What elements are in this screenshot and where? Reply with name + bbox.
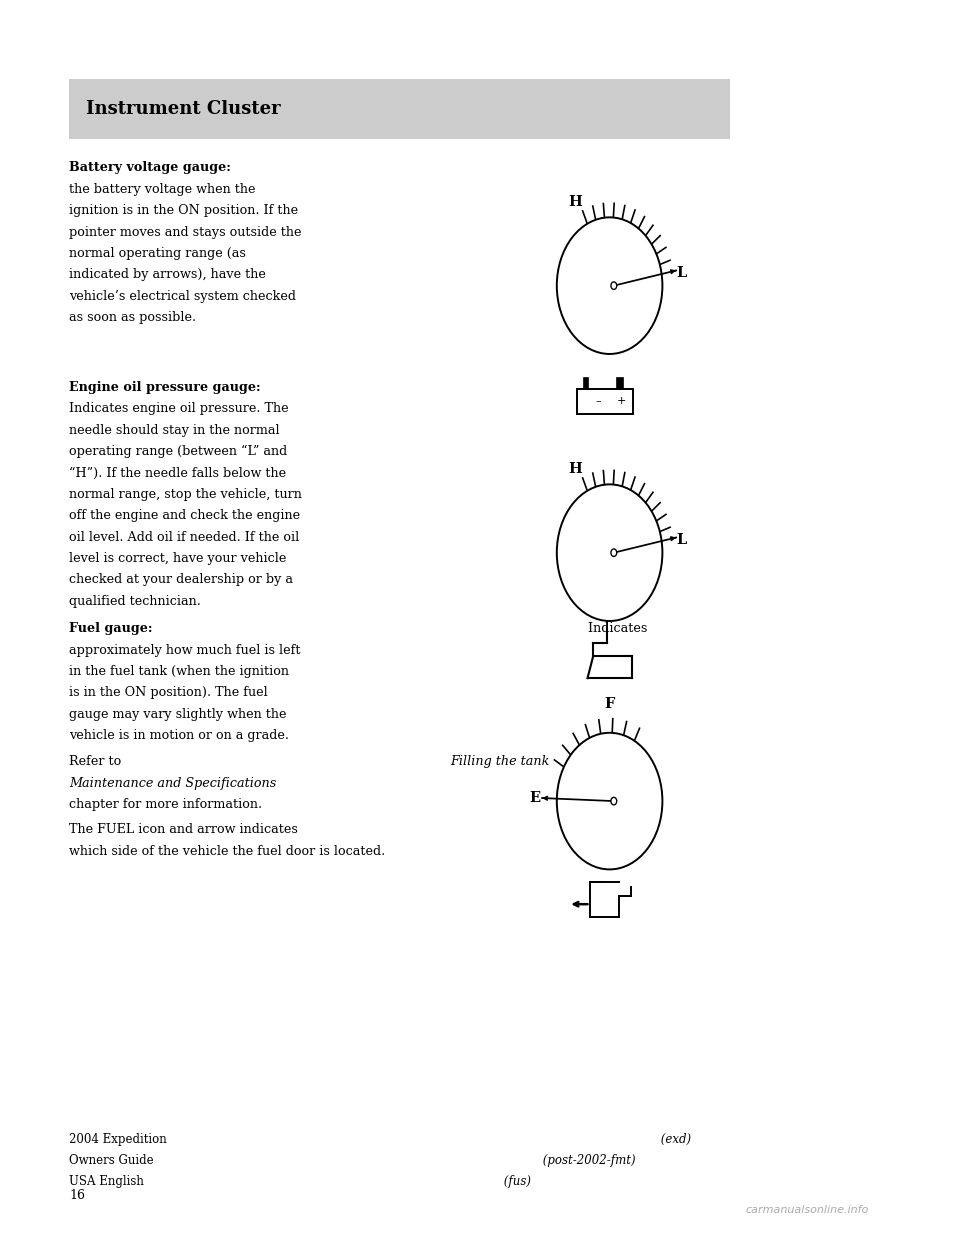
Text: indicated by arrows), have the: indicated by arrows), have the — [69, 268, 266, 281]
Bar — [584, 378, 588, 389]
Text: in the fuel tank (when the ignition: in the fuel tank (when the ignition — [69, 664, 289, 678]
Text: gauge may vary slightly when the: gauge may vary slightly when the — [69, 708, 287, 720]
Text: The FUEL icon and arrow indicates: The FUEL icon and arrow indicates — [69, 823, 298, 836]
Text: –: – — [595, 396, 601, 406]
Bar — [577, 389, 633, 414]
Text: needle should stay in the normal: needle should stay in the normal — [69, 424, 279, 437]
Text: Filling the tank: Filling the tank — [450, 755, 550, 769]
Text: H: H — [568, 195, 583, 210]
Text: Indicates: Indicates — [584, 622, 647, 635]
Text: vehicle is in motion or on a grade.: vehicle is in motion or on a grade. — [69, 729, 289, 741]
Text: ignition is in the ON position. If the: ignition is in the ON position. If the — [69, 204, 299, 217]
Text: (exd): (exd) — [657, 1133, 691, 1145]
Text: the battery voltage when the: the battery voltage when the — [69, 183, 255, 196]
Text: Maintenance and Specifications: Maintenance and Specifications — [69, 776, 276, 790]
Text: USA English: USA English — [69, 1175, 144, 1189]
Text: L: L — [677, 533, 686, 546]
Circle shape — [611, 282, 616, 289]
Bar — [69, 79, 730, 139]
Text: Owners Guide: Owners Guide — [69, 1154, 154, 1167]
Text: qualified technician.: qualified technician. — [69, 595, 201, 607]
Text: 16: 16 — [69, 1189, 85, 1201]
Text: oil level. Add oil if needed. If the oil: oil level. Add oil if needed. If the oil — [69, 530, 300, 544]
Text: E: E — [529, 791, 540, 805]
Text: H: H — [568, 462, 583, 477]
Text: F: F — [605, 697, 614, 712]
Text: 2004 Expedition: 2004 Expedition — [69, 1133, 167, 1145]
Text: pointer moves and stays outside the: pointer moves and stays outside the — [69, 226, 301, 238]
Circle shape — [557, 217, 662, 354]
Circle shape — [557, 733, 662, 869]
Bar — [617, 378, 623, 389]
Text: Fuel gauge:: Fuel gauge: — [69, 622, 153, 635]
Text: Refer to: Refer to — [69, 755, 126, 769]
Text: L: L — [677, 266, 686, 279]
Text: normal range, stop the vehicle, turn: normal range, stop the vehicle, turn — [69, 488, 302, 501]
Text: off the engine and check the engine: off the engine and check the engine — [69, 509, 300, 522]
Text: normal operating range (as: normal operating range (as — [69, 247, 246, 260]
Text: checked at your dealership or by a: checked at your dealership or by a — [69, 574, 293, 586]
Text: approximately how much fuel is left: approximately how much fuel is left — [69, 643, 300, 657]
Circle shape — [557, 484, 662, 621]
Text: Engine oil pressure gauge:: Engine oil pressure gauge: — [69, 381, 261, 394]
Text: which side of the vehicle the fuel door is located.: which side of the vehicle the fuel door … — [69, 845, 385, 857]
Text: operating range (between “L” and: operating range (between “L” and — [69, 445, 287, 458]
Text: vehicle’s electrical system checked: vehicle’s electrical system checked — [69, 289, 296, 303]
Text: +: + — [617, 396, 626, 406]
Text: is in the ON position). The fuel: is in the ON position). The fuel — [69, 687, 268, 699]
Text: Battery voltage gauge:: Battery voltage gauge: — [69, 161, 231, 174]
Text: as soon as possible.: as soon as possible. — [69, 310, 196, 324]
Circle shape — [611, 797, 616, 805]
Circle shape — [611, 549, 616, 556]
Text: “H”). If the needle falls below the: “H”). If the needle falls below the — [69, 467, 286, 479]
Text: (post-2002-fmt): (post-2002-fmt) — [540, 1154, 636, 1167]
Text: (fus): (fus) — [500, 1175, 531, 1189]
Text: carmanualsonline.info: carmanualsonline.info — [746, 1205, 869, 1215]
Text: chapter for more information.: chapter for more information. — [69, 799, 262, 811]
Text: level is correct, have your vehicle: level is correct, have your vehicle — [69, 551, 286, 565]
Text: Instrument Cluster: Instrument Cluster — [86, 101, 281, 118]
Text: Indicates engine oil pressure. The: Indicates engine oil pressure. The — [69, 402, 289, 415]
